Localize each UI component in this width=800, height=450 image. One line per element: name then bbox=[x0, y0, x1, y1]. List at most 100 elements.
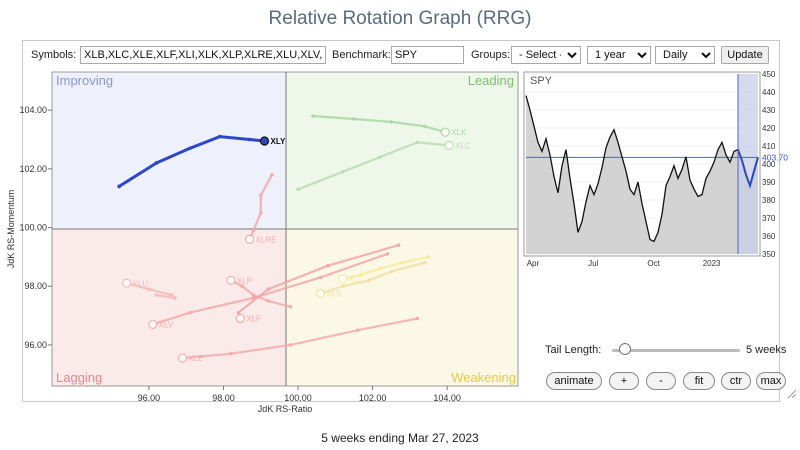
quadrant-label-lagging: Lagging bbox=[56, 370, 102, 385]
maximize-button[interactable]: max bbox=[756, 372, 786, 390]
tail-point bbox=[240, 284, 244, 289]
spy-y-tick-label: 440 bbox=[762, 88, 776, 97]
rrg-chart-area: Improving Leading Lagging Weakening 96.0… bbox=[6, 70, 788, 414]
spy-y-tick-label: 360 bbox=[762, 232, 776, 241]
tail-point bbox=[188, 146, 192, 151]
benchmark-input[interactable] bbox=[391, 46, 464, 64]
tail-xle[interactable]: XLE bbox=[177, 316, 420, 363]
tail-xlu[interactable]: XLU bbox=[121, 278, 177, 300]
period-select[interactable]: 1 year bbox=[587, 46, 651, 64]
x-tick-label: 102.00 bbox=[359, 393, 387, 403]
tail-head-xlf[interactable] bbox=[235, 313, 245, 324]
update-button[interactable]: Update bbox=[721, 46, 769, 64]
page-title: Relative Rotation Graph (RRG) bbox=[268, 8, 532, 29]
tail-point bbox=[288, 304, 293, 309]
tail-label-xlu: XLU bbox=[133, 279, 149, 288]
tail-point bbox=[355, 328, 360, 333]
tail-head-xlv[interactable] bbox=[148, 319, 158, 329]
y-tick-label: 96.00 bbox=[24, 340, 47, 350]
toolbar: Symbols: Benchmark: Groups: - Select - 1… bbox=[23, 45, 781, 65]
spy-price-line-selected bbox=[737, 149, 759, 189]
animate-button[interactable]: animate bbox=[546, 372, 602, 390]
x-axis-label: JdK RS-Ratio bbox=[258, 404, 313, 414]
tail-head-xlu[interactable] bbox=[121, 278, 132, 288]
tail-point bbox=[258, 193, 263, 198]
spy-y-tick-label: 390 bbox=[762, 178, 776, 187]
x-tick-label: 98.00 bbox=[212, 393, 235, 403]
groups-select[interactable]: - Select - bbox=[511, 46, 581, 64]
resize-grip-icon[interactable] bbox=[786, 388, 796, 398]
spy-x-tick-label: 2023 bbox=[703, 259, 721, 268]
quadrant-label-leading: Leading bbox=[468, 73, 514, 88]
tail-label-xlc: XLC bbox=[455, 141, 471, 150]
tail-point bbox=[396, 243, 401, 247]
spy-y-tick-label: 420 bbox=[762, 124, 776, 133]
tail-length-slider[interactable] bbox=[612, 349, 740, 352]
spy-chart-title: SPY bbox=[530, 75, 553, 87]
tail-head-xlp[interactable] bbox=[226, 275, 236, 285]
symbols-input[interactable] bbox=[80, 46, 326, 64]
tail-head-xlk[interactable] bbox=[440, 127, 450, 137]
tail-head-xli[interactable] bbox=[338, 274, 348, 284]
tail-point bbox=[266, 299, 271, 303]
y-tick-label: 102.00 bbox=[19, 164, 47, 174]
tail-point bbox=[266, 287, 271, 291]
quadrant-lagging-bg bbox=[52, 229, 286, 386]
tail-point bbox=[247, 137, 252, 142]
tail-xlc[interactable]: XLC bbox=[296, 140, 471, 192]
tail-point bbox=[423, 124, 427, 129]
symbols-label: Symbols: bbox=[31, 49, 77, 61]
tail-length-slider-thumb[interactable] bbox=[618, 343, 631, 355]
tail-point bbox=[296, 187, 300, 192]
tail-head-xlre[interactable] bbox=[244, 234, 255, 244]
spy-last-value-label: 403.70 bbox=[762, 152, 788, 162]
tail-xlre[interactable]: XLRE bbox=[244, 172, 277, 244]
tail-point bbox=[415, 140, 420, 145]
tail-head-xle[interactable] bbox=[177, 353, 188, 363]
tail-label-xle: XLE bbox=[188, 354, 203, 363]
tail-head-xly[interactable] bbox=[259, 136, 270, 146]
tail-point bbox=[251, 293, 256, 297]
zoom-in-button[interactable]: + bbox=[609, 372, 639, 390]
tail-point bbox=[400, 260, 405, 265]
tail-point bbox=[367, 278, 371, 283]
tail-point bbox=[173, 296, 177, 300]
tail-xli[interactable]: XLI bbox=[338, 255, 431, 284]
tail-xlf[interactable]: XLF bbox=[235, 243, 401, 324]
center-button[interactable]: ctr bbox=[721, 372, 751, 390]
tail-point bbox=[270, 172, 274, 177]
tail-point bbox=[154, 293, 159, 297]
tail-xlk[interactable]: XLK bbox=[311, 114, 467, 137]
spy-x-tick-label: Jul bbox=[588, 259, 598, 268]
tail-xlb[interactable]: XLB bbox=[315, 260, 427, 299]
tail-label-xly: XLY bbox=[270, 137, 285, 146]
tail-label-xlv: XLV bbox=[159, 320, 174, 329]
quadrant-improving-bg bbox=[52, 72, 286, 229]
tail-point bbox=[258, 211, 263, 215]
tail-head-xlb[interactable] bbox=[315, 288, 326, 299]
tail-point bbox=[288, 343, 293, 347]
y-tick-label: 104.00 bbox=[19, 105, 47, 115]
tail-point bbox=[169, 293, 174, 297]
tail-point bbox=[340, 284, 345, 289]
spy-y-tick-label: 380 bbox=[762, 196, 776, 205]
fit-button[interactable]: fit bbox=[683, 372, 715, 390]
tail-point bbox=[385, 252, 390, 256]
spy-y-tick-label: 370 bbox=[762, 214, 776, 223]
tail-xly[interactable]: XLY bbox=[117, 134, 286, 189]
tail-point bbox=[217, 134, 222, 139]
quadrant-label-weakening: Weakening bbox=[451, 370, 516, 385]
interval-select[interactable]: Daily bbox=[655, 46, 715, 64]
tail-xlv[interactable]: XLV bbox=[148, 252, 390, 329]
tail-xlp[interactable]: XLP bbox=[226, 275, 293, 309]
spy-y-tick-label: 430 bbox=[762, 106, 776, 115]
tail-point bbox=[352, 117, 356, 121]
tail-point bbox=[188, 310, 192, 315]
quadrant-leading-bg bbox=[286, 72, 518, 229]
spy-selection-window[interactable] bbox=[738, 74, 758, 254]
x-tick-label: 96.00 bbox=[138, 393, 161, 403]
zoom-out-button[interactable]: - bbox=[646, 372, 676, 390]
tail-label-xlp: XLP bbox=[237, 276, 252, 285]
tail-head-xlc[interactable] bbox=[444, 140, 454, 150]
